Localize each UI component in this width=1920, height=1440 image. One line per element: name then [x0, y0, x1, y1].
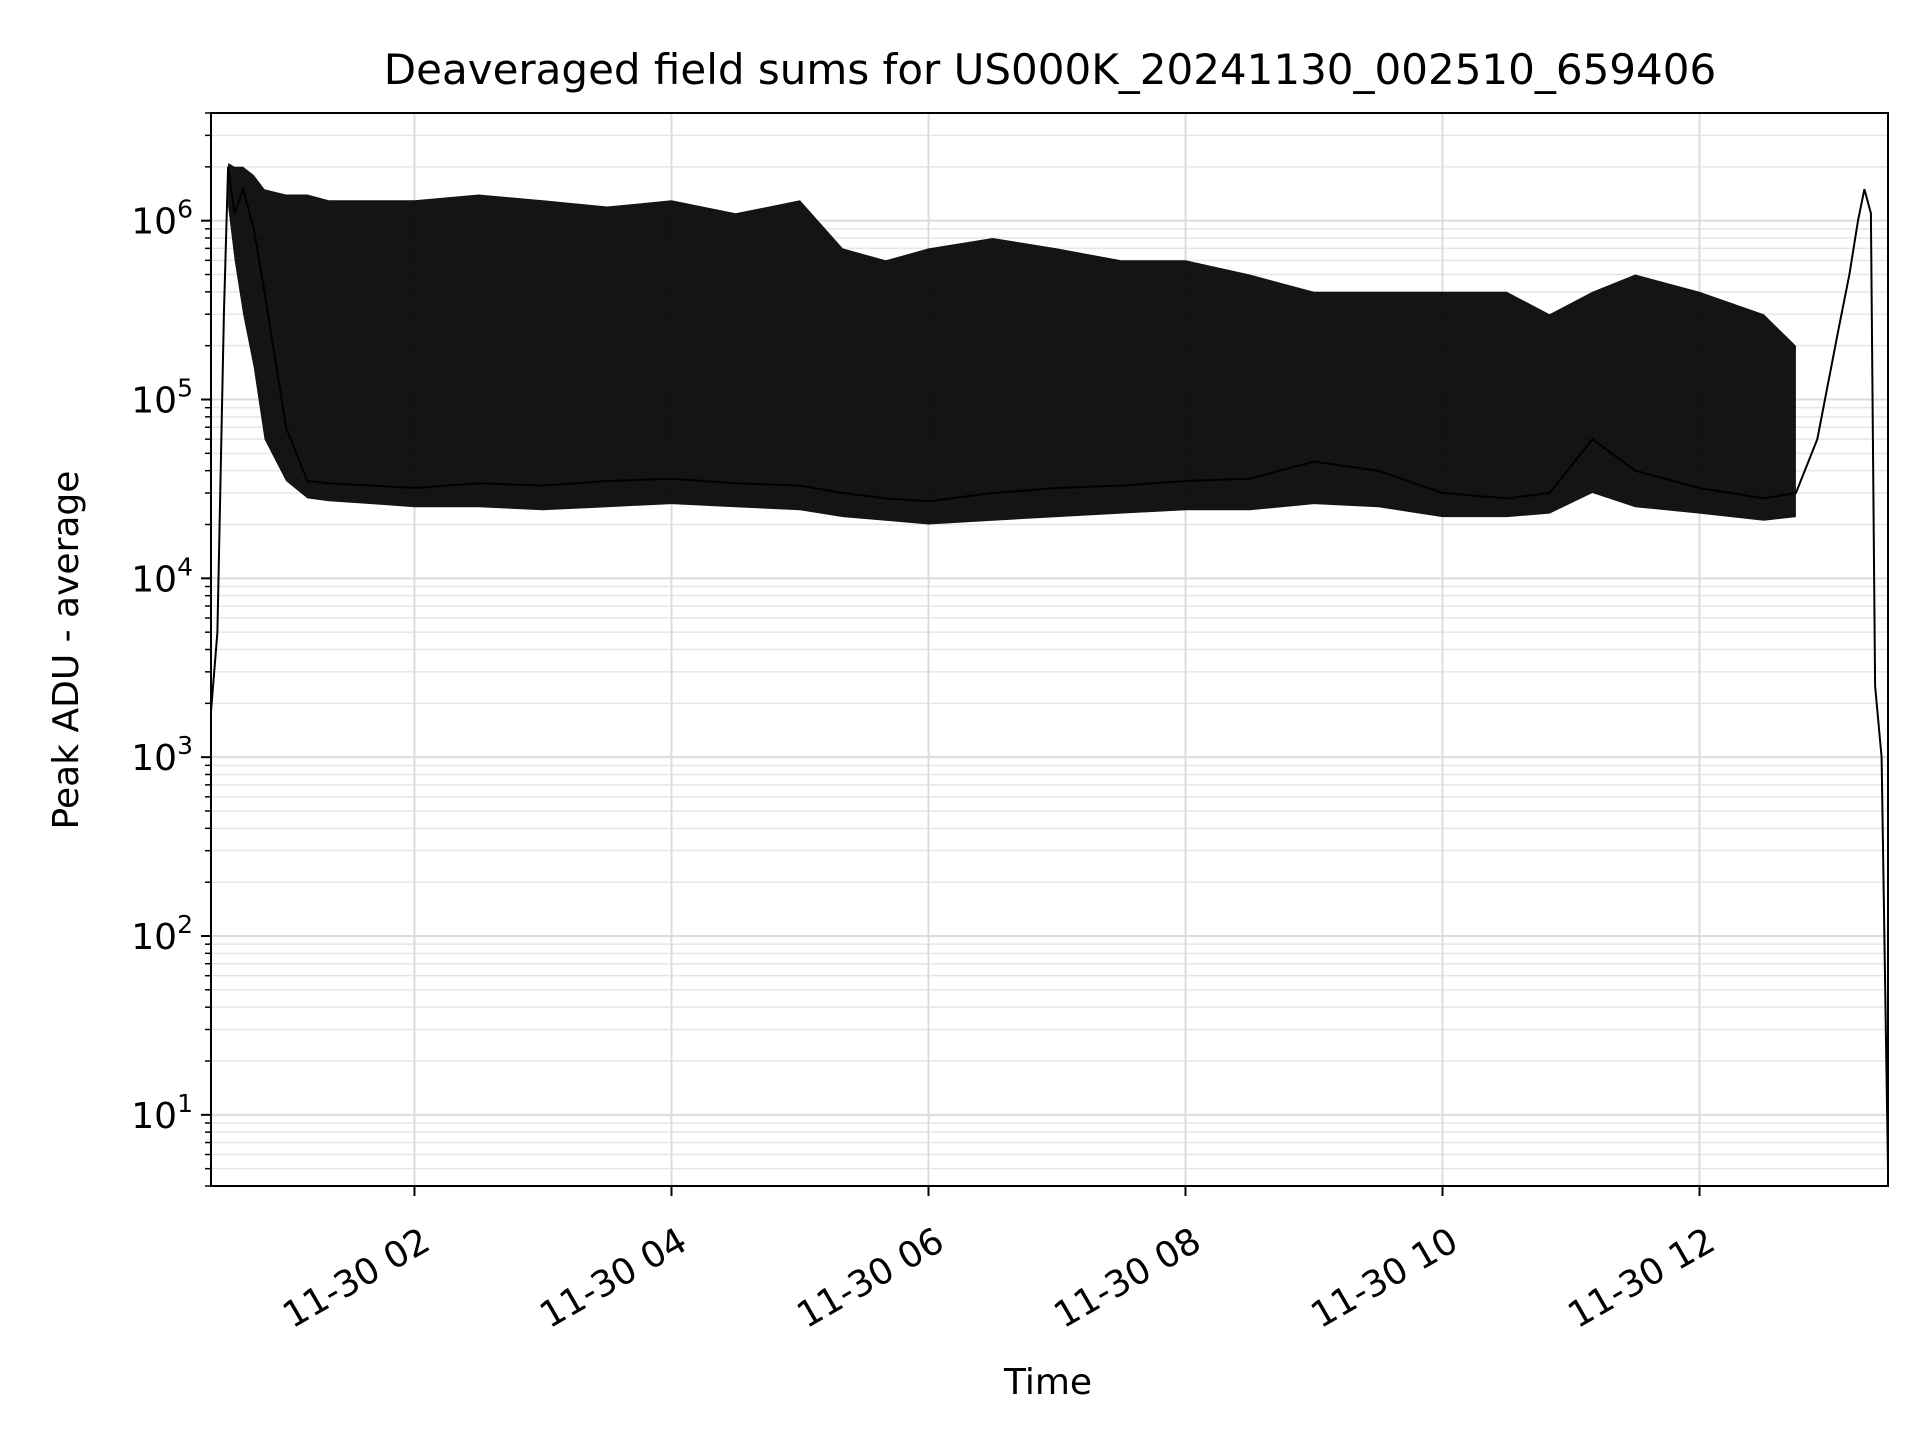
x-axis-label: Time — [1003, 1362, 1092, 1403]
y-tick-label: 102 — [131, 910, 193, 958]
chart-title: Deaveraged field sums for US000K_2024113… — [384, 45, 1716, 94]
x-tick-label: 11-30 02 — [276, 1220, 437, 1336]
y-tick-label: 106 — [131, 195, 193, 243]
series-group — [210, 163, 1889, 1169]
x-tick-label: 11-30 06 — [790, 1220, 951, 1336]
y-tick-exponent: 6 — [177, 195, 193, 224]
y-tick-label: 103 — [131, 731, 193, 779]
x-tick-label: 11-30 08 — [1047, 1220, 1208, 1336]
series-band — [228, 163, 1796, 525]
y-tick-base: 10 — [131, 917, 177, 958]
x-axis: 11-30 02 11-30 04 11-30 06 11-30 08 11-30 10… — [276, 1186, 1722, 1337]
y-tick-exponent: 1 — [177, 1089, 193, 1118]
y-tick-exponent: 5 — [177, 374, 193, 403]
x-tick-label: 11-30 10 — [1304, 1220, 1465, 1336]
y-tick-label: 101 — [131, 1089, 193, 1137]
y-tick-base: 10 — [131, 202, 177, 243]
y-tick-label: 105 — [131, 374, 193, 422]
y-tick-base: 10 — [131, 559, 177, 600]
y-tick-base: 10 — [131, 738, 177, 779]
series-line — [210, 166, 1889, 1169]
y-tick-exponent: 4 — [177, 552, 193, 581]
y-tick-base: 10 — [131, 1096, 177, 1137]
y-tick-exponent: 3 — [177, 731, 193, 760]
x-tick-label: 11-30 12 — [1561, 1220, 1722, 1336]
y-tick-base: 10 — [131, 381, 177, 422]
x-tick-label: 11-30 04 — [533, 1220, 694, 1336]
y-axis-label: Peak ADU - average — [46, 471, 87, 830]
y-tick-exponent: 2 — [177, 910, 193, 939]
y-tick-label: 104 — [131, 552, 193, 600]
